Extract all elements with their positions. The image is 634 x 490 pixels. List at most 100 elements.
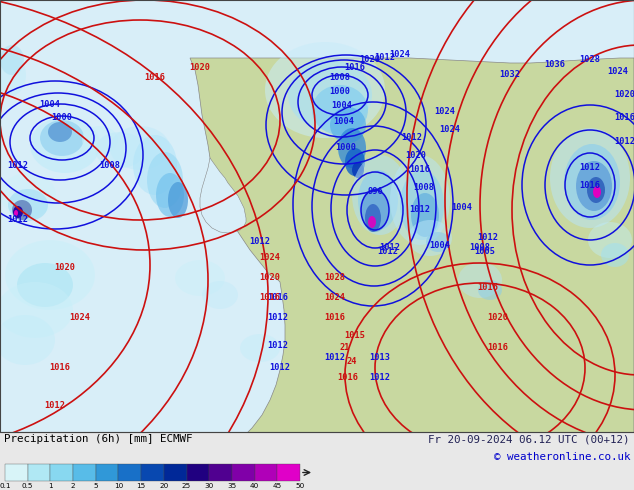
Bar [0, 432, 634, 490]
Polygon shape [185, 58, 634, 490]
Ellipse shape [82, 126, 118, 154]
Ellipse shape [588, 222, 632, 258]
Text: 1020: 1020 [614, 91, 634, 99]
Ellipse shape [30, 117, 100, 173]
Text: 1012: 1012 [268, 314, 288, 322]
Ellipse shape [147, 152, 183, 208]
Ellipse shape [13, 206, 23, 218]
Ellipse shape [168, 182, 188, 218]
Text: 1012: 1012 [477, 234, 498, 243]
Ellipse shape [40, 120, 84, 156]
Ellipse shape [458, 262, 502, 298]
Ellipse shape [576, 161, 612, 211]
Ellipse shape [358, 170, 398, 230]
Text: 40: 40 [250, 483, 259, 489]
Text: Fr 20-09-2024 06.12 UTC (00+12): Fr 20-09-2024 06.12 UTC (00+12) [429, 434, 630, 444]
Text: 1012: 1012 [370, 373, 391, 383]
Ellipse shape [426, 232, 450, 252]
Bar [50, 464, 73, 481]
Text: 20: 20 [159, 483, 169, 489]
Text: 5: 5 [93, 483, 98, 489]
Text: 30: 30 [205, 483, 214, 489]
Text: 1012: 1012 [268, 341, 288, 349]
Text: 1024: 1024 [259, 253, 280, 263]
Text: 24: 24 [347, 358, 357, 367]
Ellipse shape [0, 45, 24, 75]
Text: 1012: 1012 [401, 133, 422, 143]
Text: 1016: 1016 [325, 314, 346, 322]
Text: 1016: 1016 [488, 343, 508, 352]
Ellipse shape [288, 60, 372, 130]
Text: 1004: 1004 [332, 101, 353, 111]
Bar [164, 464, 186, 481]
Bar [119, 464, 141, 481]
Text: 1016: 1016 [579, 180, 600, 190]
Text: 1016: 1016 [410, 166, 430, 174]
Text: 1012: 1012 [614, 138, 634, 147]
Text: 1016: 1016 [614, 114, 634, 122]
Text: 1020: 1020 [488, 314, 508, 322]
Text: 1016: 1016 [145, 74, 165, 82]
Text: 1012: 1012 [8, 216, 29, 224]
Text: 1012: 1012 [325, 353, 346, 363]
Text: 1013: 1013 [370, 353, 391, 363]
Ellipse shape [564, 144, 620, 220]
Bar [28, 464, 50, 481]
Ellipse shape [550, 128, 630, 228]
Bar [232, 464, 255, 481]
Text: 1008: 1008 [470, 244, 491, 252]
Ellipse shape [0, 173, 56, 217]
Ellipse shape [390, 155, 450, 245]
Ellipse shape [400, 170, 444, 240]
Ellipse shape [17, 263, 73, 307]
Ellipse shape [156, 173, 184, 217]
Text: 1000: 1000 [330, 88, 351, 97]
Bar [96, 464, 119, 481]
Ellipse shape [365, 204, 381, 232]
Ellipse shape [368, 216, 376, 228]
Ellipse shape [0, 282, 73, 338]
Text: 1012: 1012 [269, 364, 290, 372]
Text: 1024: 1024 [434, 107, 455, 117]
Text: 1024: 1024 [389, 50, 410, 59]
Text: 1000: 1000 [51, 114, 72, 122]
Text: 50: 50 [295, 483, 304, 489]
Text: 1012: 1012 [579, 164, 600, 172]
Text: 1028: 1028 [325, 273, 346, 283]
Text: 1004: 1004 [429, 241, 451, 249]
Bar [255, 464, 277, 481]
Text: 1004: 1004 [39, 100, 60, 109]
Text: 1020: 1020 [190, 64, 210, 73]
Text: 1016: 1016 [344, 64, 365, 73]
Ellipse shape [338, 128, 366, 168]
Text: 1012: 1012 [410, 205, 430, 215]
Text: 25: 25 [182, 483, 191, 489]
Text: 1004: 1004 [333, 118, 354, 126]
Ellipse shape [352, 155, 408, 235]
Ellipse shape [5, 240, 95, 310]
Ellipse shape [0, 315, 55, 365]
Bar [0, 0, 634, 432]
Ellipse shape [133, 135, 177, 195]
Text: © weatheronline.co.uk: © weatheronline.co.uk [493, 452, 630, 462]
Text: 1012: 1012 [375, 53, 396, 63]
Text: 1016: 1016 [477, 284, 498, 293]
Ellipse shape [202, 281, 238, 309]
Ellipse shape [587, 177, 605, 203]
Text: 1016: 1016 [337, 373, 358, 383]
Ellipse shape [95, 132, 145, 168]
Text: 1036: 1036 [545, 60, 566, 70]
Text: 1: 1 [48, 483, 53, 489]
Text: 1012: 1012 [44, 400, 65, 410]
Ellipse shape [312, 85, 368, 135]
Ellipse shape [12, 200, 32, 220]
Text: 1000: 1000 [335, 144, 356, 152]
Bar [277, 464, 300, 481]
Text: 1024: 1024 [325, 294, 346, 302]
Bar [73, 464, 96, 481]
Ellipse shape [8, 189, 48, 221]
Ellipse shape [361, 188, 389, 232]
Bar [209, 464, 232, 481]
Bar [141, 464, 164, 481]
Text: 1028: 1028 [579, 55, 600, 65]
